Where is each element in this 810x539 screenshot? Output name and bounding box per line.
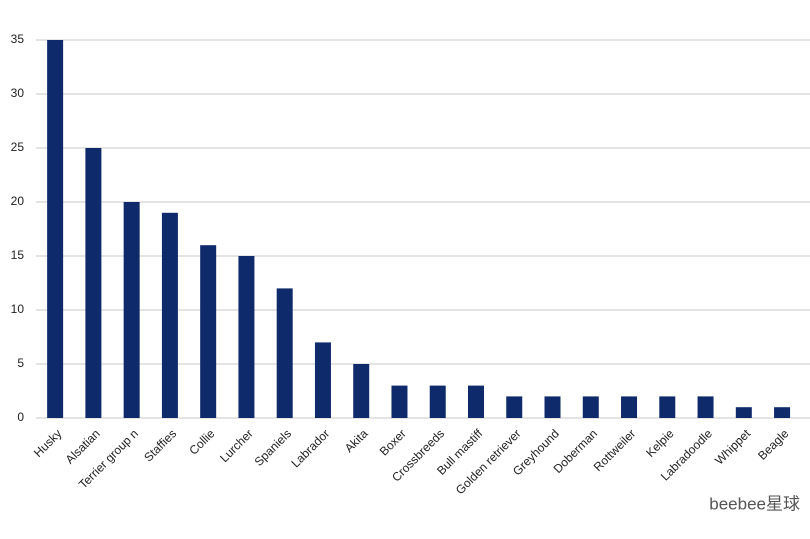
bar [276,288,293,418]
bar [621,396,638,418]
bar [697,396,714,418]
bar [200,245,217,418]
y-tick-label: 35 [11,32,25,46]
bar [353,364,370,418]
bar [467,385,484,418]
bar [544,396,561,418]
y-tick-label: 15 [11,248,25,262]
y-tick-label: 25 [11,140,25,154]
y-tick-label: 30 [11,86,25,100]
bar [735,407,752,418]
bar [314,342,331,418]
watermark: beebee星球 [709,494,800,513]
y-tick-label: 5 [17,356,24,370]
bar [123,202,140,418]
bar [506,396,523,418]
bar [161,212,178,418]
y-tick-label: 0 [17,410,24,424]
bar [238,256,255,418]
bar [429,385,446,418]
bar [391,385,408,418]
bar [774,407,791,418]
y-tick-label: 20 [11,194,25,208]
bar [85,148,102,418]
bar [582,396,599,418]
bar [47,40,64,418]
y-tick-label: 10 [11,302,25,316]
bar [659,396,676,418]
